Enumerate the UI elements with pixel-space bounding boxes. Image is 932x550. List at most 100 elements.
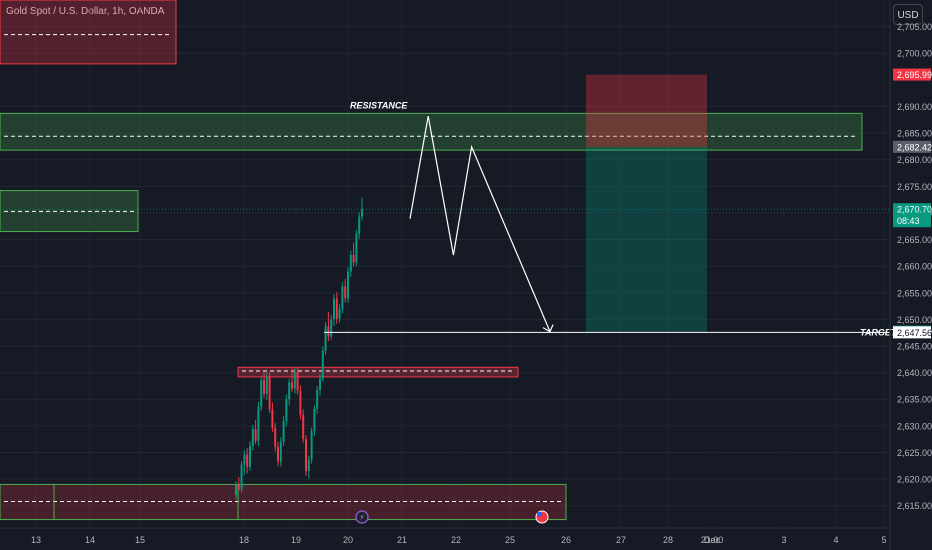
candle: [358, 216, 361, 234]
x-tick-label: 25: [505, 535, 515, 545]
candle: [316, 389, 319, 409]
zone-demand: [0, 190, 139, 233]
candle: [235, 484, 237, 496]
y-tick-label: 2,650.000: [897, 315, 932, 325]
x-tick-label: 19: [291, 535, 301, 545]
lightning-icon-glyph: ⚡: [359, 513, 365, 522]
candle: [293, 372, 296, 389]
candle: [274, 427, 277, 448]
candle: [249, 446, 251, 467]
candle: [333, 298, 335, 320]
candle: [243, 454, 246, 465]
candle: [361, 209, 363, 217]
zone-supply: [0, 0, 177, 65]
candle: [285, 399, 288, 422]
y-tick-label: 2,640.000: [897, 368, 932, 378]
price-label: 2,647.564: [897, 328, 932, 338]
x-tick-label: 26: [561, 535, 571, 545]
candle: [299, 390, 302, 415]
x-tick-label: 14: [85, 535, 95, 545]
candle: [305, 439, 307, 472]
x-tick-label: 21: [397, 535, 407, 545]
candle: [265, 377, 268, 394]
us-flag-canton: [537, 512, 542, 516]
symbol-title: Gold Spot / U.S. Dollar, 1h, OANDA: [6, 6, 164, 17]
candle: [271, 409, 274, 428]
candle: [277, 447, 279, 462]
price-label: 2,670.700: [897, 205, 932, 215]
currency-button[interactable]: USD: [893, 4, 923, 25]
candle: [324, 326, 327, 351]
candle: [240, 464, 243, 490]
price-label: 2,695.993: [897, 70, 932, 80]
candle: [257, 406, 260, 441]
candle: [251, 429, 254, 447]
price-label-bg: [893, 68, 931, 81]
candle: [321, 350, 324, 379]
x-tick-label: 13: [31, 535, 41, 545]
stop-loss-area: [586, 74, 707, 147]
candle: [288, 382, 291, 400]
y-tick-label: 2,630.000: [897, 421, 932, 431]
zone-flip: [237, 366, 519, 378]
zone-demand-bottom: [0, 483, 567, 521]
drawings: TARGET ⚡: [0, 115, 898, 524]
candle: [296, 372, 299, 391]
x-tick-label: 21:00: [701, 535, 724, 545]
y-tick-label: 2,665.000: [897, 235, 932, 245]
x-tick-label: 22: [451, 535, 461, 545]
candle: [319, 378, 321, 390]
candle: [302, 414, 305, 440]
price-label: 2,682.422: [897, 142, 932, 152]
candle: [349, 254, 352, 272]
y-tick-label: 2,690.000: [897, 102, 932, 112]
candle: [352, 254, 355, 263]
candle: [268, 377, 271, 410]
candle: [291, 382, 293, 389]
candle: [335, 298, 338, 319]
y-tick-label: 2,660.000: [897, 262, 932, 272]
candle: [327, 326, 330, 337]
y-tick-label: 2,685.000: [897, 129, 932, 139]
candle: [263, 380, 265, 394]
x-tick-label: 15: [135, 535, 145, 545]
x-tick-label: 20: [343, 535, 353, 545]
x-tick-label: 4: [833, 535, 838, 545]
candle: [282, 421, 285, 442]
y-tick-label: 2,705.000: [897, 22, 932, 32]
candle: [341, 286, 344, 309]
countdown-label: 08:43: [897, 216, 920, 226]
candle: [260, 380, 263, 407]
x-tick-label: 27: [616, 535, 626, 545]
candles: [235, 197, 363, 500]
lightning-icon: [355, 510, 369, 524]
y-tick-label: 2,615.000: [897, 501, 932, 511]
resistance-label: RESISTANCE: [350, 100, 408, 110]
candle: [355, 233, 358, 263]
candle: [246, 454, 249, 467]
take-profit-area: [586, 146, 707, 332]
y-tick-label: 2,675.000: [897, 182, 932, 192]
candle: [347, 271, 349, 299]
y-tick-label: 2,700.000: [897, 49, 932, 59]
candle: [330, 319, 333, 337]
y-tick-label: 2,680.000: [897, 155, 932, 165]
price-label-bg: [893, 326, 931, 339]
x-tick-label: 18: [239, 535, 249, 545]
price-label-bg: [893, 140, 931, 153]
y-tick-label: 2,635.000: [897, 395, 932, 405]
projection-path: [409, 115, 551, 332]
candle: [254, 429, 257, 441]
candle: [344, 286, 347, 299]
x-tick-label: Dec: [704, 535, 721, 545]
x-tick-label: 3: [781, 535, 786, 545]
candle: [310, 431, 313, 460]
projection-arrowhead: [542, 324, 554, 333]
y-tick-label: 2,625.000: [897, 448, 932, 458]
x-tick-label: 28: [663, 535, 673, 545]
zones: RESISTANCE: [0, 0, 863, 521]
candle: [313, 408, 316, 432]
y-tick-label: 2,655.000: [897, 288, 932, 298]
